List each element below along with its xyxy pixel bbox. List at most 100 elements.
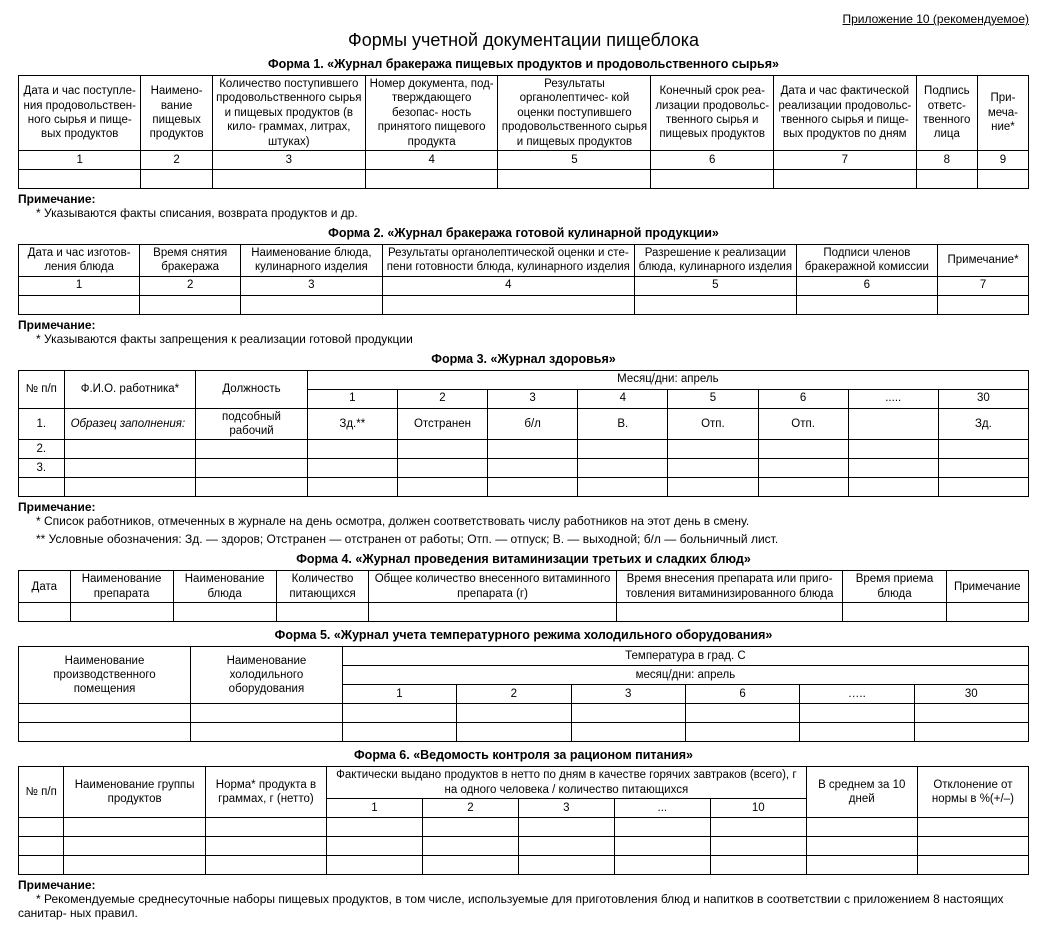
f3-r1-5: б/л: [488, 408, 578, 440]
f1-n4: 4: [365, 150, 498, 169]
f3-d1: 1: [307, 389, 397, 408]
f6-h-norm: Норма* продукта в граммах, г (нетто): [205, 767, 326, 818]
f3-h-month: Месяц/дни: апрель: [307, 370, 1028, 389]
f4-h5: Общее количество внесенного витаминного …: [369, 571, 616, 603]
f3-h-dol: Должность: [196, 370, 307, 408]
f2-h7: Примечание*: [938, 244, 1029, 276]
form3-table: № п/п Ф.И.О. работника* Должность Месяц/…: [18, 370, 1029, 498]
f2-h5: Разрешение к реализации блюда, кулинарно…: [635, 244, 797, 276]
f3-d5: 5: [668, 389, 758, 408]
f4-h3: Наименование блюда: [173, 571, 276, 603]
f3-r1-1: Образец заполнения:: [64, 408, 196, 440]
f6-h-dev: Отклонение от нормы в %(+/–): [917, 767, 1028, 818]
main-title: Формы учетной документации пищеблока: [18, 30, 1029, 51]
f2-n1: 1: [19, 276, 140, 295]
f1-n7: 7: [773, 150, 916, 169]
f1-n8: 8: [916, 150, 977, 169]
f1-note-body: * Указываются факты списания, возврата п…: [36, 206, 1029, 220]
f5-h2: Наименование холодильного оборудования: [191, 647, 343, 704]
f3-note-body2: ** Условные обозначения: Зд. — здоров; О…: [36, 532, 1029, 546]
f3-d2: 2: [397, 389, 487, 408]
f3-d6: 6: [758, 389, 848, 408]
f5-d2: 2: [457, 685, 571, 704]
f3-r1-9: [848, 408, 938, 440]
f1-n1: 1: [19, 150, 141, 169]
f3-r1-6: В.: [578, 408, 668, 440]
f1-h6: Конечный срок реа- лизации продовольс- т…: [651, 76, 773, 151]
f3-r1-0: 1.: [19, 408, 65, 440]
f1-n2: 2: [141, 150, 212, 169]
f1-h9: При- меча- ние*: [977, 76, 1028, 151]
f6-note-head: Примечание:: [18, 878, 1029, 892]
f2-h1: Дата и час изготов- ления блюда: [19, 244, 140, 276]
f4-h8: Примечание: [946, 571, 1028, 603]
f2-note-body: * Указываются факты запрещения к реализа…: [36, 332, 1029, 346]
f5-d3: 3: [571, 685, 685, 704]
f3-r1-3: Зд.**: [307, 408, 397, 440]
f4-h6: Время внесения препарата или приго- товл…: [616, 571, 843, 603]
f4-h7: Время приема блюда: [843, 571, 946, 603]
f3-d4: 4: [578, 389, 668, 408]
f4-h2: Наименование препарата: [70, 571, 173, 603]
f6-h-fact: Фактически выдано продуктов в нетто по д…: [327, 767, 807, 799]
f4-h4: Количество питающихся: [276, 571, 369, 603]
form2-table: Дата и час изготов- ления блюда Время сн…: [18, 244, 1029, 315]
f3-d8: 30: [938, 389, 1028, 408]
form4-table: Дата Наименование препарата Наименование…: [18, 570, 1029, 622]
f3-note-body1: * Список работников, отмеченных в журнал…: [36, 514, 1029, 528]
form6-title: Форма 6. «Ведомость контроля за рационом…: [18, 748, 1029, 762]
f1-h4: Номер документа, под- тверждающего безоп…: [365, 76, 498, 151]
f1-n5: 5: [498, 150, 651, 169]
f2-n3: 3: [241, 276, 382, 295]
f2-n7: 7: [938, 276, 1029, 295]
f5-d4: 6: [685, 685, 799, 704]
f1-n3: 3: [212, 150, 365, 169]
f1-h3: Количество поступившего продовольственно…: [212, 76, 365, 151]
f3-r1-10: Зд.: [938, 408, 1028, 440]
f1-h1: Дата и час поступле- ния продовольствен-…: [19, 76, 141, 151]
f5-d1: 1: [342, 685, 456, 704]
f6-h-avg: В среднем за 10 дней: [806, 767, 917, 818]
f6-d1: 1: [327, 798, 423, 817]
f2-n6: 6: [796, 276, 937, 295]
f6-h-name: Наименование группы продуктов: [64, 767, 205, 818]
f6-d3: 3: [518, 798, 614, 817]
f1-h2: Наимено- вание пищевых продуктов: [141, 76, 212, 151]
form5-table: Наименование производственного помещения…: [18, 646, 1029, 742]
f6-note-body: * Рекомендуемые среднесуточные наборы пи…: [18, 892, 1029, 920]
f3-h-fio: Ф.И.О. работника*: [64, 370, 196, 408]
f4-h1: Дата: [19, 571, 71, 603]
f6-d5: 10: [710, 798, 806, 817]
f5-h1: Наименование производственного помещения: [19, 647, 191, 704]
f2-h6: Подписи членов бракеражной комиссии: [796, 244, 937, 276]
f5-h3: Температура в град. С: [342, 647, 1028, 666]
f3-h-np: № п/п: [19, 370, 65, 408]
f3-r1-2: подсобный рабочий: [196, 408, 307, 440]
f3-r1-4: Отстранен: [397, 408, 487, 440]
f6-d2: 2: [422, 798, 518, 817]
f1-h5: Результаты органолептичес- кой оценки по…: [498, 76, 651, 151]
form4-title: Форма 4. «Журнал проведения витаминизаци…: [18, 552, 1029, 566]
form2-title: Форма 2. «Журнал бракеража готовой кулин…: [18, 226, 1029, 240]
f2-h4: Результаты органолептической оценки и ст…: [382, 244, 635, 276]
f5-d6: 30: [914, 685, 1028, 704]
f3-d7: .....: [848, 389, 938, 408]
form1-table: Дата и час поступле- ния продовольствен-…: [18, 75, 1029, 189]
f1-n9: 9: [977, 150, 1028, 169]
f3-d3: 3: [488, 389, 578, 408]
f3-r3: 3.: [19, 459, 65, 478]
form5-title: Форма 5. «Журнал учета температурного ре…: [18, 628, 1029, 642]
f3-note-head: Примечание:: [18, 500, 1029, 514]
f1-note-head: Примечание:: [18, 192, 1029, 206]
f1-n6: 6: [651, 150, 773, 169]
form1-title: Форма 1. «Журнал бракеража пищевых проду…: [18, 57, 1029, 71]
f2-h2: Время снятия бракеража: [140, 244, 241, 276]
f2-n2: 2: [140, 276, 241, 295]
f6-h-np: № п/п: [19, 767, 64, 818]
f3-r1-8: Отп.: [758, 408, 848, 440]
f1-h8: Подпись ответс- твенного лица: [916, 76, 977, 151]
appendix-label: Приложение 10 (рекомендуемое): [18, 12, 1029, 26]
f6-d4: ...: [614, 798, 710, 817]
f1-h7: Дата и час фактической реализации продов…: [773, 76, 916, 151]
f2-h3: Наименование блюда, кулинарного изделия: [241, 244, 382, 276]
